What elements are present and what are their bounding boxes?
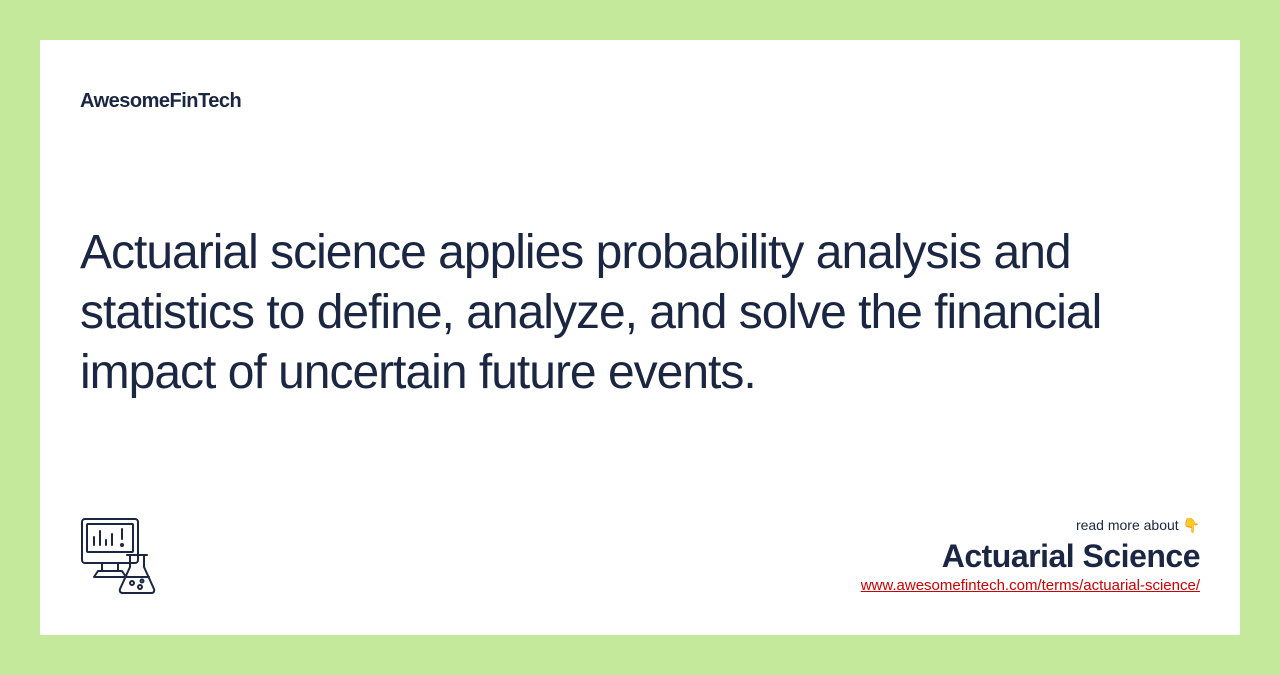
read-more-label: read more about 👇 — [861, 517, 1200, 534]
footer-info: read more about 👇 Actuarial Science www.… — [861, 517, 1200, 595]
info-card: AwesomeFinTech Actuarial science applies… — [40, 40, 1240, 635]
card-footer: read more about 👇 Actuarial Science www.… — [80, 515, 1200, 595]
description-text: Actuarial science applies probability an… — [80, 223, 1200, 403]
computer-chart-flask-icon — [80, 515, 160, 595]
brand-name: AwesomeFinTech — [80, 90, 1200, 113]
term-url-link[interactable]: www.awesomefintech.com/terms/actuarial-s… — [861, 577, 1200, 594]
term-title: Actuarial Science — [861, 538, 1200, 575]
